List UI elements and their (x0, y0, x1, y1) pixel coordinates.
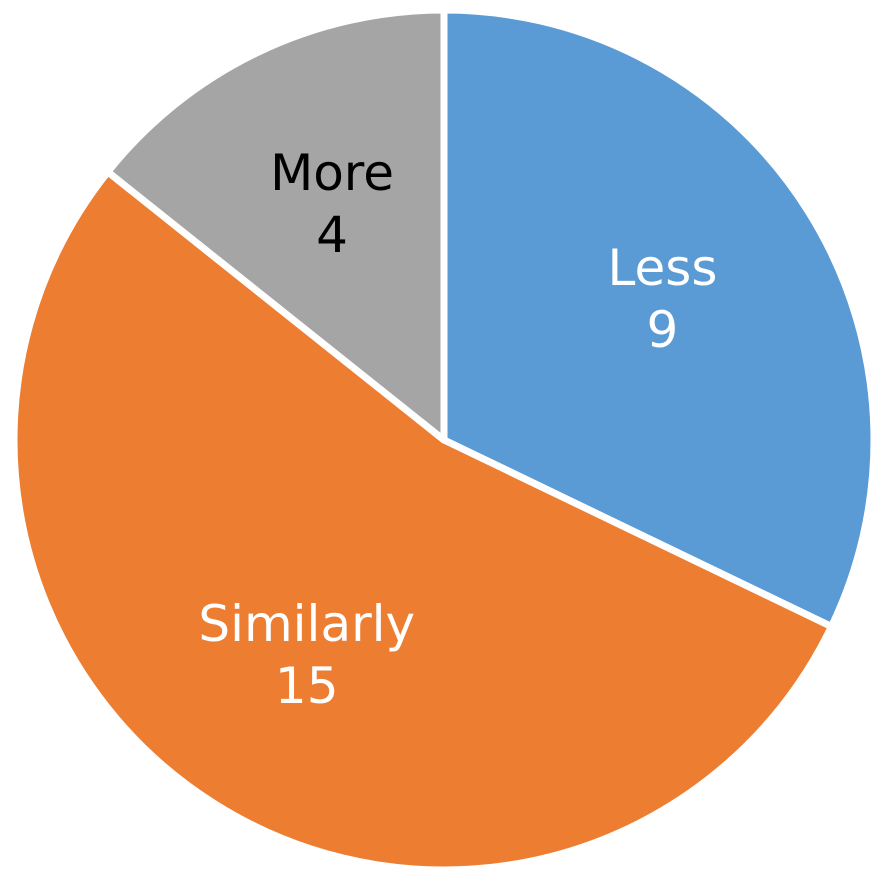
slice-value-label-less: 9 (647, 301, 679, 359)
slice-category-label-less: Less (608, 239, 718, 297)
pie-slice-similarly (10, 168, 835, 872)
pie-slice-more (104, 6, 448, 444)
pie-slice-less (440, 6, 873, 631)
slice-category-label-more: More (270, 144, 394, 202)
slices-layer (10, 6, 873, 872)
slice-value-label-similarly: 15 (275, 657, 339, 715)
slice-category-label-similarly: Similarly (198, 595, 415, 653)
slice-value-label-more: 4 (316, 206, 348, 264)
